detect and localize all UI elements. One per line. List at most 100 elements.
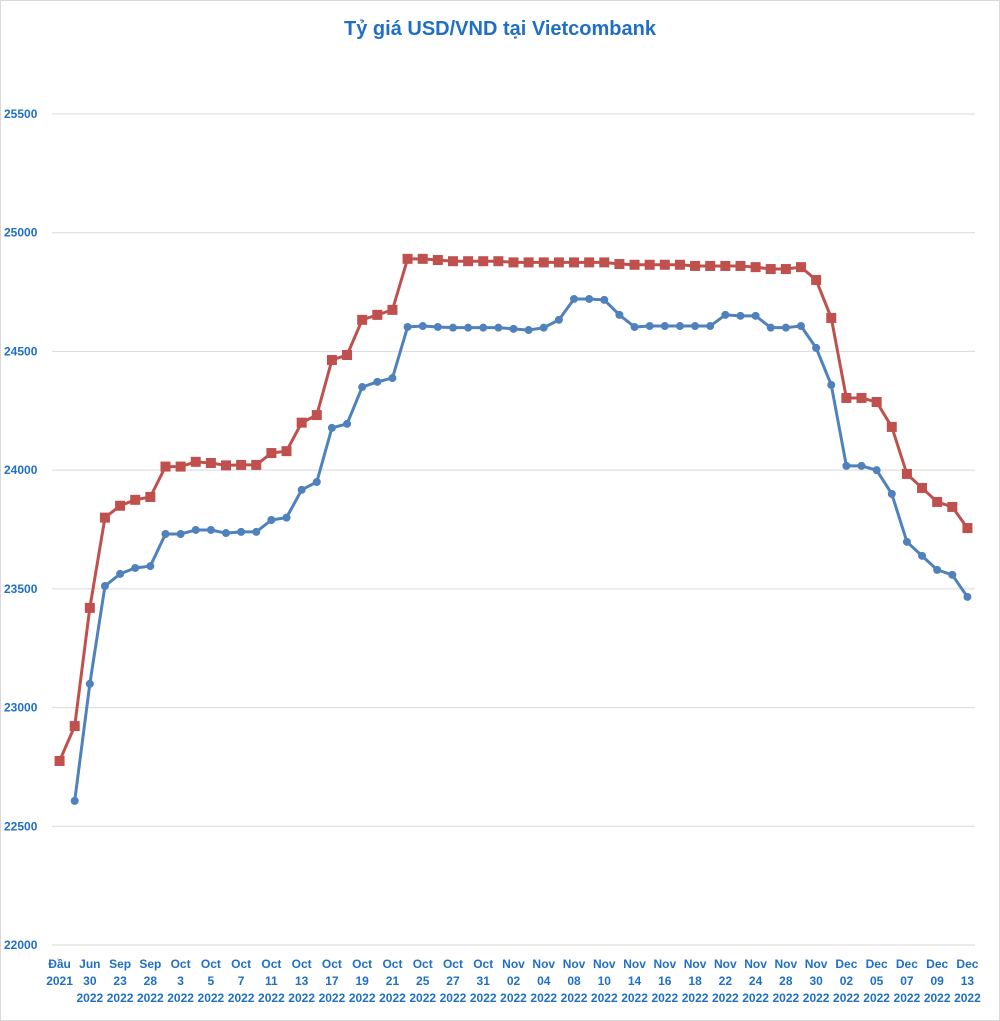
data-point	[464, 323, 473, 332]
data-point	[417, 253, 428, 264]
data-point	[463, 256, 474, 267]
data-point	[630, 322, 639, 331]
data-point	[311, 410, 322, 421]
x-tick-label: Oct 13 2022	[288, 957, 315, 1005]
data-point	[584, 257, 595, 268]
data-point	[721, 310, 730, 319]
data-point	[795, 262, 806, 273]
data-point	[901, 468, 912, 479]
data-point	[266, 448, 277, 459]
data-point	[312, 478, 321, 487]
data-point	[856, 392, 867, 403]
data-point	[206, 525, 215, 534]
data-point	[780, 264, 791, 275]
data-point	[902, 537, 911, 546]
x-tick-label: Sep 28 2022	[137, 957, 164, 1005]
x-tick-label: Nov 04 2022	[530, 957, 557, 1005]
data-point	[644, 259, 655, 270]
data-point	[841, 392, 852, 403]
x-tick-label: Dec 02 2022	[833, 957, 860, 1005]
data-point	[781, 323, 790, 332]
data-point	[387, 304, 398, 315]
data-point	[948, 570, 957, 579]
data-point	[494, 323, 503, 332]
data-point	[70, 796, 79, 805]
data-point	[373, 377, 382, 386]
data-point	[660, 322, 669, 331]
data-point	[358, 383, 367, 392]
data-point	[69, 721, 80, 732]
data-point	[659, 259, 670, 270]
data-point	[282, 513, 291, 522]
data-point	[130, 494, 141, 505]
data-point	[842, 461, 851, 470]
data-point	[811, 274, 822, 285]
x-tick-label: Nov 08 2022	[561, 957, 588, 1005]
data-point	[161, 530, 170, 539]
data-point	[205, 458, 216, 469]
data-point	[826, 312, 837, 323]
data-point	[674, 259, 685, 270]
x-tick-label: Oct 25 2022	[409, 957, 436, 1005]
chart-title: Tỷ giá USD/VND tại Vietcombank	[344, 18, 657, 40]
data-point	[100, 582, 109, 591]
data-point	[237, 527, 246, 536]
data-point	[403, 322, 412, 331]
data-point	[418, 322, 427, 331]
data-point	[388, 374, 397, 383]
data-point	[252, 527, 261, 536]
x-tick-label: Nov 16 2022	[651, 957, 678, 1005]
data-point	[190, 456, 201, 467]
x-tick-label: Oct 3 2022	[167, 957, 194, 1005]
data-point	[933, 565, 942, 574]
y-tick-label: 22500	[4, 819, 38, 833]
data-point	[85, 679, 94, 688]
data-point	[160, 461, 171, 472]
data-point	[176, 530, 185, 539]
data-point	[509, 324, 518, 333]
x-tick-label: Oct 27 2022	[440, 957, 467, 1005]
data-point	[372, 309, 383, 320]
data-point	[524, 326, 533, 335]
data-point	[736, 311, 745, 320]
data-point	[614, 259, 625, 270]
x-tick-label: Jun 30 2022	[76, 957, 103, 1005]
data-point	[569, 257, 580, 268]
data-point	[523, 257, 534, 268]
data-point	[327, 423, 336, 432]
x-tick-label: Nov 24 2022	[742, 957, 769, 1005]
data-point	[493, 256, 504, 267]
data-point	[871, 397, 882, 408]
x-tick-label: Nov 02 2022	[500, 957, 527, 1005]
data-point	[872, 466, 881, 475]
x-tick-label: Dec 07 2022	[894, 957, 921, 1005]
data-point	[222, 529, 231, 538]
y-tick-label: 22000	[4, 938, 38, 952]
data-point	[433, 322, 442, 331]
y-tick-label: 24500	[4, 344, 38, 358]
data-point	[297, 485, 306, 494]
data-point	[54, 755, 65, 766]
data-point	[827, 380, 836, 389]
data-point	[539, 323, 548, 332]
data-point	[115, 500, 126, 511]
x-tick-label: Oct 11 2022	[258, 957, 285, 1005]
data-point	[812, 343, 821, 352]
data-point	[735, 260, 746, 271]
data-point	[146, 562, 155, 571]
data-point	[720, 260, 731, 271]
data-point	[570, 294, 579, 303]
y-tick-label: 24000	[4, 463, 38, 477]
x-tick-label: Oct 7 2022	[228, 957, 255, 1005]
data-point	[554, 315, 563, 324]
data-point	[236, 459, 247, 470]
data-point	[766, 323, 775, 332]
data-point	[585, 294, 594, 303]
data-point	[508, 257, 519, 268]
data-point	[600, 295, 609, 304]
data-point	[267, 516, 276, 525]
x-tick-label: Dec 05 2022	[863, 957, 890, 1005]
data-point	[917, 482, 928, 493]
data-point	[706, 322, 715, 331]
data-point	[448, 323, 457, 332]
